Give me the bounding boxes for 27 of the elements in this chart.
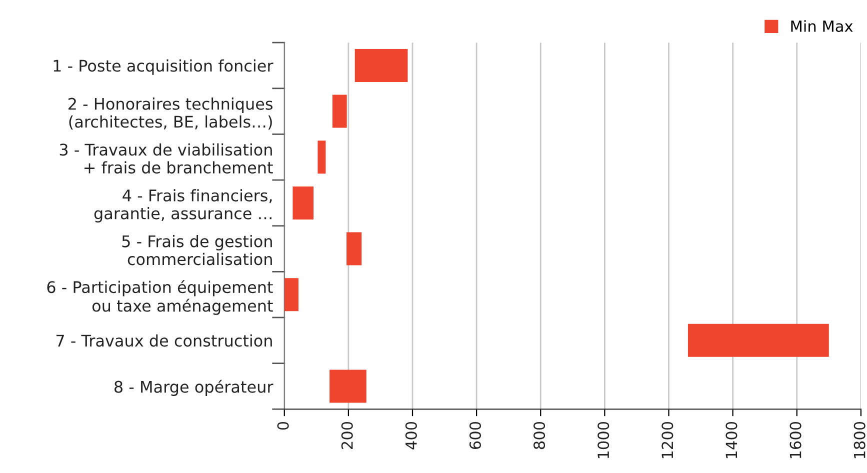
bar (318, 140, 326, 174)
y-tick-label: 8 - Marge opérateur (114, 380, 274, 396)
x-tick-label: 1000 (598, 422, 610, 458)
x-tick-label: 1200 (662, 422, 674, 458)
bar (354, 48, 408, 82)
y-tick-label: 7 - Travaux de construction (56, 334, 272, 347)
y-tick-label: 4 - Frais financiers, garantie, assurance … (94, 189, 272, 222)
y-tick-label: 1 - Poste acquisition foncier (54, 59, 274, 75)
x-tick-label: 600 (469, 422, 481, 450)
y-tick-label: 6 - Participation équipement ou taxe aménagement (47, 280, 273, 315)
x-tick-label: 1600 (790, 422, 802, 458)
bar (284, 278, 298, 312)
bar (292, 186, 314, 220)
y-tick-label: 2 - Honoraires techniques (architectes, BE, labels…) (68, 98, 272, 130)
y-tick-label: 3 - Travaux de viabilisation + frais de branchement (60, 143, 273, 174)
bar (330, 370, 366, 403)
y-tick-label: 5 - Frais de gestion commercialisation (122, 234, 272, 266)
x-tick-label: 0 (277, 422, 289, 430)
x-tick-label: 1800 (854, 422, 866, 458)
x-tick-label: 1400 (726, 422, 738, 458)
x-tick-label: 200 (341, 422, 353, 449)
x-tick-label: 400 (405, 422, 417, 450)
x-tick-label: 800 (534, 422, 546, 450)
bar (346, 232, 362, 266)
legend-label: Min Max (791, 20, 853, 32)
bar (332, 94, 347, 128)
bar (688, 324, 829, 357)
